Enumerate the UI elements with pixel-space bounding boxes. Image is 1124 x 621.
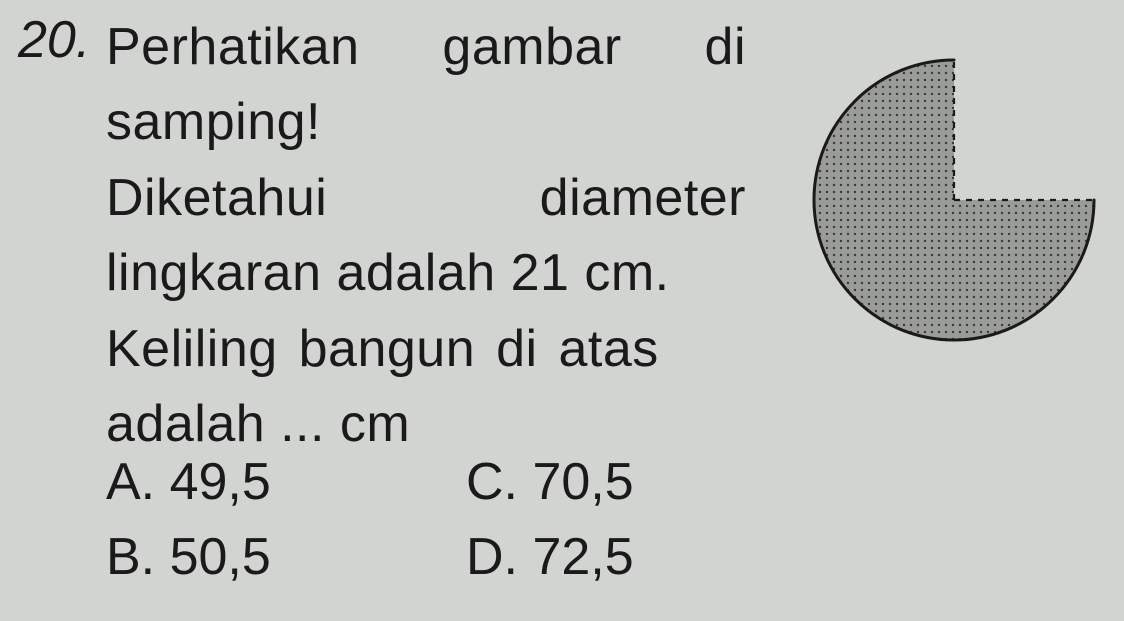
question-line-5: Keliling bangun di atas <box>106 312 746 387</box>
choice-a: A. 49,5 <box>106 445 466 520</box>
question-line-1: Perhatikan gambar di <box>106 10 746 85</box>
question-number: 20. <box>18 10 90 70</box>
page: 20. Perhatikan gambar di samping! Diketa… <box>0 0 1124 621</box>
choice-row-2: B. 50,5 D. 72,5 <box>106 520 746 595</box>
question-line-3: Diketahui diameter <box>106 161 746 236</box>
question-line-2: samping! <box>106 85 746 160</box>
choice-row-1: A. 49,5 C. 70,5 <box>106 445 746 520</box>
question-line-4: lingkaran adalah 21 cm. <box>106 236 746 311</box>
choice-c: C. 70,5 <box>466 445 746 520</box>
answer-choices: A. 49,5 C. 70,5 B. 50,5 D. 72,5 <box>106 445 746 596</box>
three-quarter-circle-figure <box>804 50 1104 350</box>
question-body: Perhatikan gambar di samping! Diketahui … <box>106 10 746 462</box>
choice-d: D. 72,5 <box>466 520 746 595</box>
figure-svg <box>804 50 1104 350</box>
choice-b: B. 50,5 <box>106 520 466 595</box>
